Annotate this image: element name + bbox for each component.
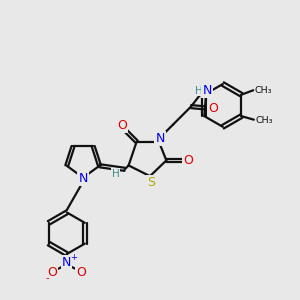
Text: O: O bbox=[117, 118, 127, 131]
Text: O: O bbox=[48, 266, 57, 279]
Text: CH₃: CH₃ bbox=[255, 86, 272, 95]
Text: O: O bbox=[76, 266, 86, 279]
Text: N: N bbox=[78, 172, 88, 185]
Text: N: N bbox=[202, 84, 212, 97]
Text: H: H bbox=[195, 85, 202, 96]
Text: CH₃: CH₃ bbox=[255, 116, 273, 125]
Text: N: N bbox=[155, 132, 165, 145]
Text: +: + bbox=[70, 254, 77, 262]
Text: S: S bbox=[148, 176, 155, 189]
Text: H: H bbox=[112, 169, 120, 179]
Text: -: - bbox=[45, 273, 49, 283]
Text: O: O bbox=[208, 102, 218, 115]
Text: N: N bbox=[62, 256, 71, 269]
Text: O: O bbox=[183, 154, 193, 167]
